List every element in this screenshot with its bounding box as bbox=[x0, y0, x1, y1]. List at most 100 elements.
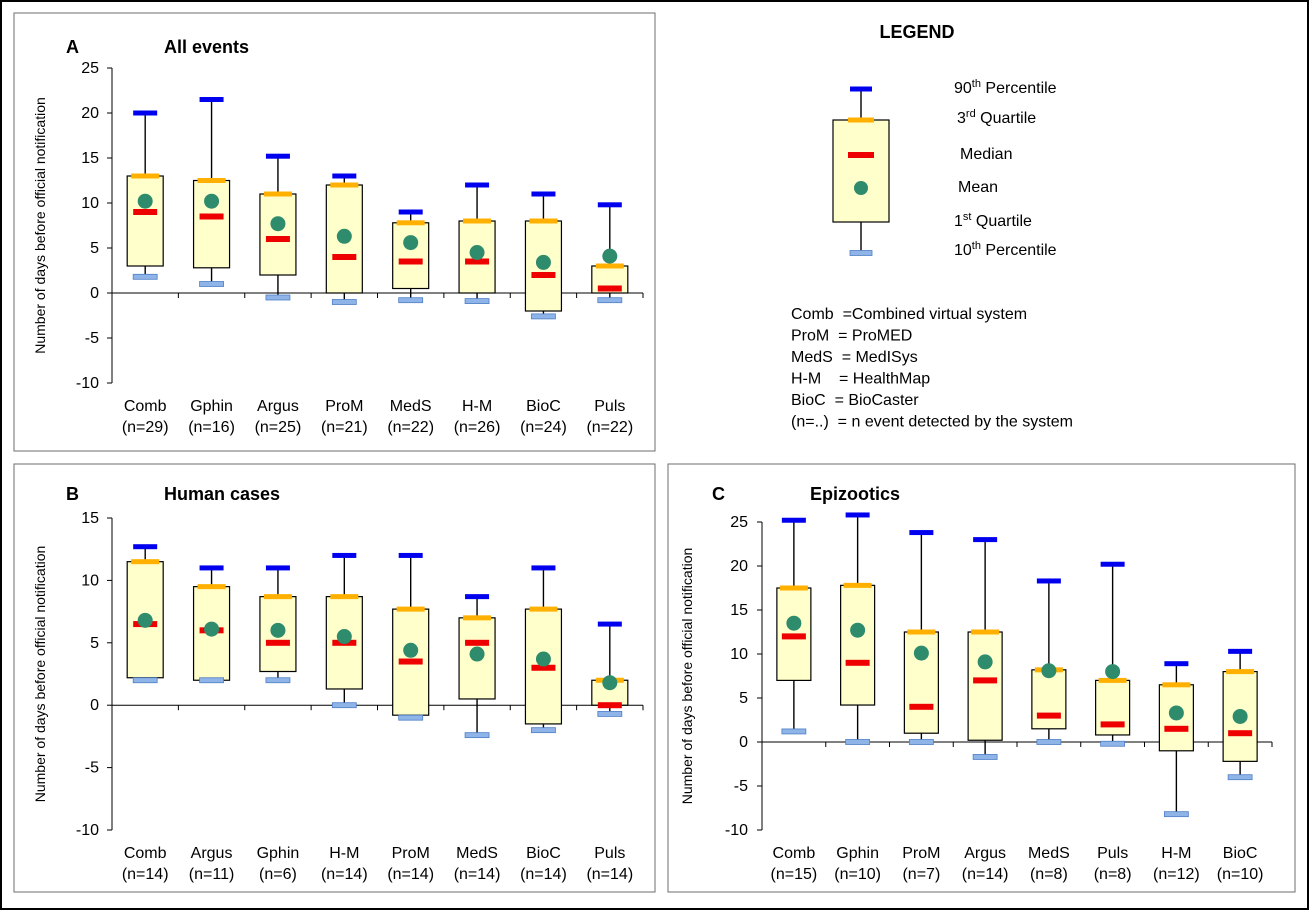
median-marker bbox=[332, 254, 357, 260]
q3-marker bbox=[330, 182, 359, 188]
panel-letter: C bbox=[712, 484, 725, 504]
x-category-label: MedS bbox=[390, 398, 432, 415]
y-tick-label: 15 bbox=[81, 150, 99, 167]
x-category-label: H-M bbox=[329, 845, 359, 862]
x-count-label: (n=26) bbox=[454, 419, 501, 436]
x-category-label: H-M bbox=[1161, 845, 1191, 862]
panel-title: Human cases bbox=[164, 484, 280, 504]
box-gphin bbox=[192, 97, 231, 287]
box-argus bbox=[259, 153, 297, 301]
median-marker bbox=[973, 677, 998, 684]
mean-marker bbox=[137, 612, 153, 628]
p90-marker bbox=[597, 621, 622, 627]
panel-a-all-events: A All events Number of days before officia… bbox=[13, 12, 656, 452]
median-marker bbox=[1228, 730, 1253, 737]
q3-marker bbox=[396, 220, 425, 226]
y-tick-label: 15 bbox=[81, 510, 99, 527]
p90-marker bbox=[465, 594, 490, 600]
q3-marker bbox=[263, 191, 292, 197]
y-tick-label: 5 bbox=[90, 240, 99, 257]
y-tick-label: 0 bbox=[90, 285, 99, 302]
legend-item-label: Median bbox=[960, 146, 1012, 163]
x-category-label: BioC bbox=[526, 845, 561, 862]
y-tick-label: -5 bbox=[85, 760, 99, 777]
y-tick-label: -5 bbox=[734, 778, 748, 795]
x-count-label: (n=10) bbox=[1217, 866, 1264, 883]
legend-p90-marker bbox=[850, 86, 872, 92]
q3-marker bbox=[971, 629, 1000, 635]
legend-abbreviation: MedS = MedISys bbox=[791, 349, 918, 366]
p10-marker bbox=[398, 714, 424, 721]
legend-abbreviation: (n=..) = n event detected by the system bbox=[791, 414, 1073, 431]
x-category-label: Argus bbox=[964, 845, 1006, 862]
x-category-label: BioC bbox=[526, 398, 561, 415]
y-tick-label: -5 bbox=[85, 330, 99, 347]
y-tick-label: 25 bbox=[81, 60, 99, 77]
y-tick-label: 5 bbox=[90, 635, 99, 652]
legend-median-marker bbox=[848, 152, 874, 158]
mean-marker bbox=[977, 654, 993, 670]
legend: LEGEND 90th Percentile 3rd Quartile Median M… bbox=[791, 22, 1073, 431]
iqr-box bbox=[392, 222, 430, 290]
median-marker bbox=[1164, 725, 1189, 732]
p10-marker bbox=[331, 702, 357, 709]
median-marker bbox=[531, 664, 556, 671]
x-category-label: Argus bbox=[191, 845, 233, 862]
x-category-label: Comb bbox=[124, 845, 167, 862]
iqr-box bbox=[192, 179, 231, 269]
q3-marker bbox=[263, 594, 292, 600]
q3-marker bbox=[907, 629, 936, 635]
x-category-label: Comb bbox=[124, 398, 167, 415]
box-comb bbox=[776, 517, 812, 735]
q3-marker bbox=[396, 606, 425, 612]
x-category-label: ProM bbox=[325, 398, 363, 415]
q3-marker bbox=[330, 594, 359, 600]
median-marker bbox=[465, 639, 490, 646]
box-prom bbox=[903, 530, 939, 745]
x-category-label: Puls bbox=[1097, 845, 1128, 862]
q3-marker bbox=[197, 584, 226, 590]
x-count-label: (n=21) bbox=[321, 419, 368, 436]
median-marker bbox=[398, 658, 423, 665]
x-category-label: Puls bbox=[594, 845, 625, 862]
x-count-label: (n=11) bbox=[189, 866, 235, 883]
box-meds bbox=[1031, 578, 1067, 745]
p90-marker bbox=[398, 209, 423, 215]
p90-marker bbox=[265, 153, 290, 159]
median-marker bbox=[199, 213, 224, 220]
box-prom bbox=[325, 173, 363, 305]
mean-marker bbox=[403, 642, 419, 658]
p90-marker bbox=[845, 512, 870, 518]
y-axis-label: Number of days before official notificat… bbox=[32, 97, 48, 354]
x-category-label: ProM bbox=[902, 845, 940, 862]
mean-marker bbox=[535, 254, 551, 270]
legend-abbreviation: ProM = ProMED bbox=[791, 328, 912, 345]
median-marker bbox=[398, 258, 423, 265]
mean-marker bbox=[850, 622, 866, 638]
legend-abbreviation: BioC = BioCaster bbox=[791, 392, 919, 409]
x-count-label: (n=25) bbox=[255, 419, 302, 436]
box-gphin bbox=[840, 512, 876, 745]
median-marker bbox=[531, 272, 556, 278]
panel-letter: A bbox=[66, 37, 79, 57]
legend-item-label: Mean bbox=[958, 179, 998, 196]
p10-marker bbox=[1100, 740, 1126, 747]
x-count-label: (n=10) bbox=[834, 866, 881, 883]
x-category-label: Comb bbox=[773, 845, 816, 862]
p90-marker bbox=[1164, 661, 1189, 667]
p90-marker bbox=[199, 565, 224, 571]
p10-marker bbox=[781, 728, 807, 735]
legend-item-label: 1st Quartile bbox=[954, 211, 1032, 230]
median-marker bbox=[1036, 712, 1061, 719]
box-comb bbox=[126, 110, 164, 280]
x-count-label: (n=12) bbox=[1153, 866, 1200, 883]
box-h-m bbox=[1158, 661, 1194, 818]
q3-marker bbox=[1098, 677, 1127, 683]
mean-marker bbox=[270, 622, 286, 638]
p10-marker bbox=[1036, 739, 1062, 745]
x-category-label: MedS bbox=[456, 845, 498, 862]
x-count-label: (n=8) bbox=[1030, 866, 1068, 883]
box-puls bbox=[1095, 561, 1131, 747]
p90-marker bbox=[332, 552, 357, 558]
